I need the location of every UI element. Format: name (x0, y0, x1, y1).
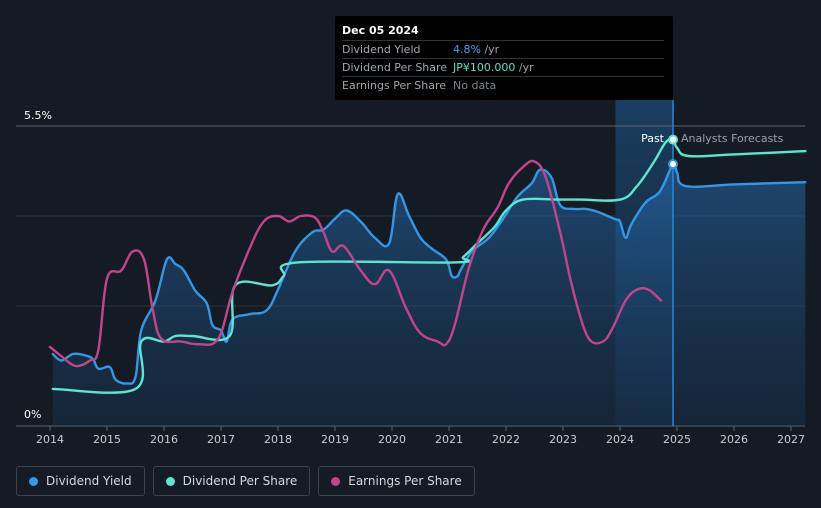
x-tick-label: 2017 (207, 433, 235, 446)
tooltip-date: Dec 05 2024 (342, 24, 419, 37)
tooltip-value: No data (453, 79, 497, 92)
earnings-per-share-line (48, 159, 663, 368)
tooltip-unit: /yr (480, 43, 500, 56)
legend-dividend-yield[interactable]: Dividend Yield (16, 466, 145, 496)
dividend-per-share-marker (668, 134, 679, 145)
x-tick-label: 2018 (264, 433, 292, 446)
legend-dividend-per-share[interactable]: Dividend Per Share (152, 466, 311, 496)
x-tick-label: 2016 (150, 433, 178, 446)
dividend-yield-line (51, 162, 807, 385)
tooltip: Dec 05 2024 Dividend Yield 4.8% /yr Divi… (335, 16, 673, 100)
tooltip-unit: /yr (515, 61, 534, 74)
tooltip-value: JP¥100.000 (453, 61, 516, 74)
legend-dot-icon (29, 476, 38, 486)
x-tick-label: 2014 (36, 433, 64, 446)
tooltip-row-earnings-per-share: Earnings Per Share No data (342, 76, 664, 94)
x-tick-label: 2023 (549, 433, 577, 446)
x-tick-label: 2027 (777, 433, 805, 446)
legend-label: Dividend Yield (46, 474, 132, 488)
x-tick-label: 2019 (321, 433, 349, 446)
dividend-yield-marker (668, 159, 679, 170)
x-tick-label: 2026 (720, 433, 748, 446)
tooltip-label: Earnings Per Share (342, 79, 447, 92)
legend-label: Earnings Per Share (348, 474, 462, 488)
x-tick-label: 2024 (606, 433, 634, 446)
x-tick-label: 2025 (663, 433, 691, 446)
past-label: Past (641, 132, 665, 145)
y-tick-label: 5.5% (24, 109, 52, 122)
legend-dot-icon (165, 476, 175, 486)
tooltip-label: Dividend Yield (342, 43, 421, 56)
x-tick-label: 2015 (93, 433, 121, 446)
tooltip-label: Dividend Per Share (342, 61, 448, 74)
x-tick-label: 2021 (435, 433, 463, 446)
x-tick-label: 2020 (378, 433, 406, 446)
tooltip-row-dividend-yield: Dividend Yield 4.8% /yr (342, 40, 664, 58)
y-tick-label: 0% (24, 408, 41, 421)
legend-dot-icon (331, 476, 341, 486)
tooltip-row-dividend-per-share: Dividend Per Share JP¥100.000 /yr (342, 58, 664, 76)
x-tick-label: 2022 (492, 433, 520, 446)
dividend-yield-area (52, 163, 806, 426)
legend-earnings-per-share[interactable]: Earnings Per Share (318, 466, 475, 496)
forecast-label: Analysts Forecasts (681, 132, 784, 145)
legend-label: Dividend Per Share (182, 474, 298, 488)
tooltip-value: 4.8% (453, 43, 481, 56)
legend: Dividend Yield Dividend Per Share Earnin… (16, 466, 475, 496)
